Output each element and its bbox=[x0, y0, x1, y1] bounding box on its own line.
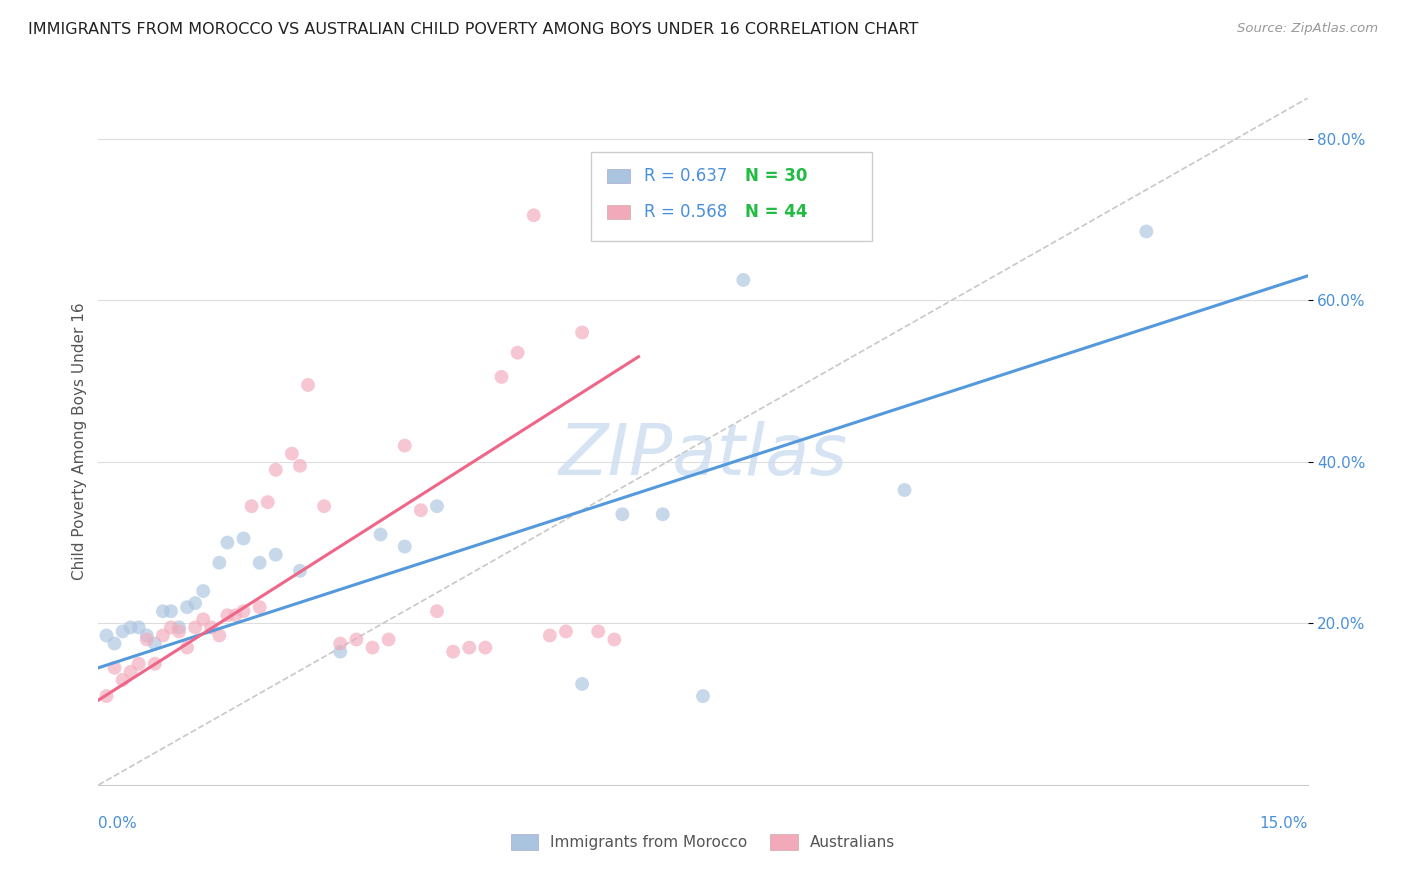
Point bbox=[256, 495, 278, 509]
Point bbox=[651, 508, 673, 522]
Point bbox=[249, 556, 271, 570]
Point bbox=[184, 620, 207, 634]
Point bbox=[111, 673, 134, 687]
Point bbox=[314, 499, 336, 513]
Point bbox=[249, 600, 271, 615]
Point bbox=[329, 645, 352, 659]
Text: R = 0.568: R = 0.568 bbox=[644, 203, 727, 221]
Point bbox=[426, 604, 449, 618]
Point bbox=[143, 657, 166, 671]
Point bbox=[208, 556, 231, 570]
Point bbox=[120, 620, 142, 634]
Point bbox=[96, 689, 118, 703]
Point bbox=[264, 548, 287, 562]
Point bbox=[571, 326, 593, 340]
Point bbox=[571, 677, 593, 691]
Text: N = 44: N = 44 bbox=[745, 203, 807, 221]
Point bbox=[474, 640, 496, 655]
Point bbox=[103, 636, 125, 650]
Point bbox=[586, 624, 609, 639]
Point bbox=[224, 608, 246, 623]
Point bbox=[426, 499, 449, 513]
Text: ZIPatlas: ZIPatlas bbox=[558, 421, 848, 490]
Point bbox=[103, 661, 125, 675]
Point bbox=[152, 604, 174, 618]
Text: Source: ZipAtlas.com: Source: ZipAtlas.com bbox=[1237, 22, 1378, 36]
Point bbox=[232, 604, 254, 618]
Point bbox=[523, 208, 546, 222]
Text: 15.0%: 15.0% bbox=[1260, 816, 1308, 831]
Point bbox=[167, 624, 190, 639]
Point bbox=[409, 503, 432, 517]
Point bbox=[281, 447, 304, 461]
Text: IMMIGRANTS FROM MOROCCO VS AUSTRALIAN CHILD POVERTY AMONG BOYS UNDER 16 CORRELAT: IMMIGRANTS FROM MOROCCO VS AUSTRALIAN CH… bbox=[28, 22, 918, 37]
Point bbox=[394, 439, 416, 453]
Point bbox=[394, 540, 416, 554]
Point bbox=[193, 612, 215, 626]
Point bbox=[111, 624, 134, 639]
Point bbox=[538, 628, 561, 642]
Point bbox=[264, 463, 287, 477]
Point bbox=[603, 632, 626, 647]
Point bbox=[506, 345, 529, 359]
Legend: Immigrants from Morocco, Australians: Immigrants from Morocco, Australians bbox=[505, 828, 901, 856]
Point bbox=[176, 640, 198, 655]
Point bbox=[893, 483, 915, 497]
Point bbox=[176, 600, 198, 615]
Point bbox=[361, 640, 384, 655]
Point bbox=[441, 645, 464, 659]
Point bbox=[193, 584, 215, 599]
Point bbox=[217, 535, 239, 549]
Point bbox=[128, 657, 150, 671]
Point bbox=[1135, 224, 1157, 238]
Point bbox=[152, 628, 174, 642]
Point bbox=[120, 665, 142, 679]
Point bbox=[184, 596, 207, 610]
Point bbox=[208, 628, 231, 642]
Point bbox=[135, 628, 157, 642]
Point bbox=[160, 604, 183, 618]
Point bbox=[200, 620, 222, 634]
Point bbox=[344, 632, 367, 647]
Y-axis label: Child Poverty Among Boys Under 16: Child Poverty Among Boys Under 16 bbox=[72, 302, 87, 581]
Point bbox=[288, 458, 311, 473]
Point bbox=[288, 564, 311, 578]
Point bbox=[297, 378, 319, 392]
Point bbox=[612, 508, 634, 522]
Text: 0.0%: 0.0% bbox=[98, 816, 138, 831]
Point bbox=[160, 620, 183, 634]
Text: N = 30: N = 30 bbox=[745, 167, 807, 185]
Point bbox=[128, 620, 150, 634]
Point bbox=[217, 608, 239, 623]
Point bbox=[555, 624, 578, 639]
Point bbox=[458, 640, 481, 655]
Point bbox=[370, 527, 392, 541]
Point bbox=[491, 370, 513, 384]
Point bbox=[733, 273, 755, 287]
Point bbox=[232, 532, 254, 546]
Point bbox=[692, 689, 714, 703]
Point bbox=[329, 636, 352, 650]
Point bbox=[240, 499, 263, 513]
Text: R = 0.637: R = 0.637 bbox=[644, 167, 727, 185]
Point bbox=[96, 628, 118, 642]
Point bbox=[135, 632, 157, 647]
Point bbox=[377, 632, 399, 647]
Point bbox=[143, 636, 166, 650]
Point bbox=[167, 620, 190, 634]
